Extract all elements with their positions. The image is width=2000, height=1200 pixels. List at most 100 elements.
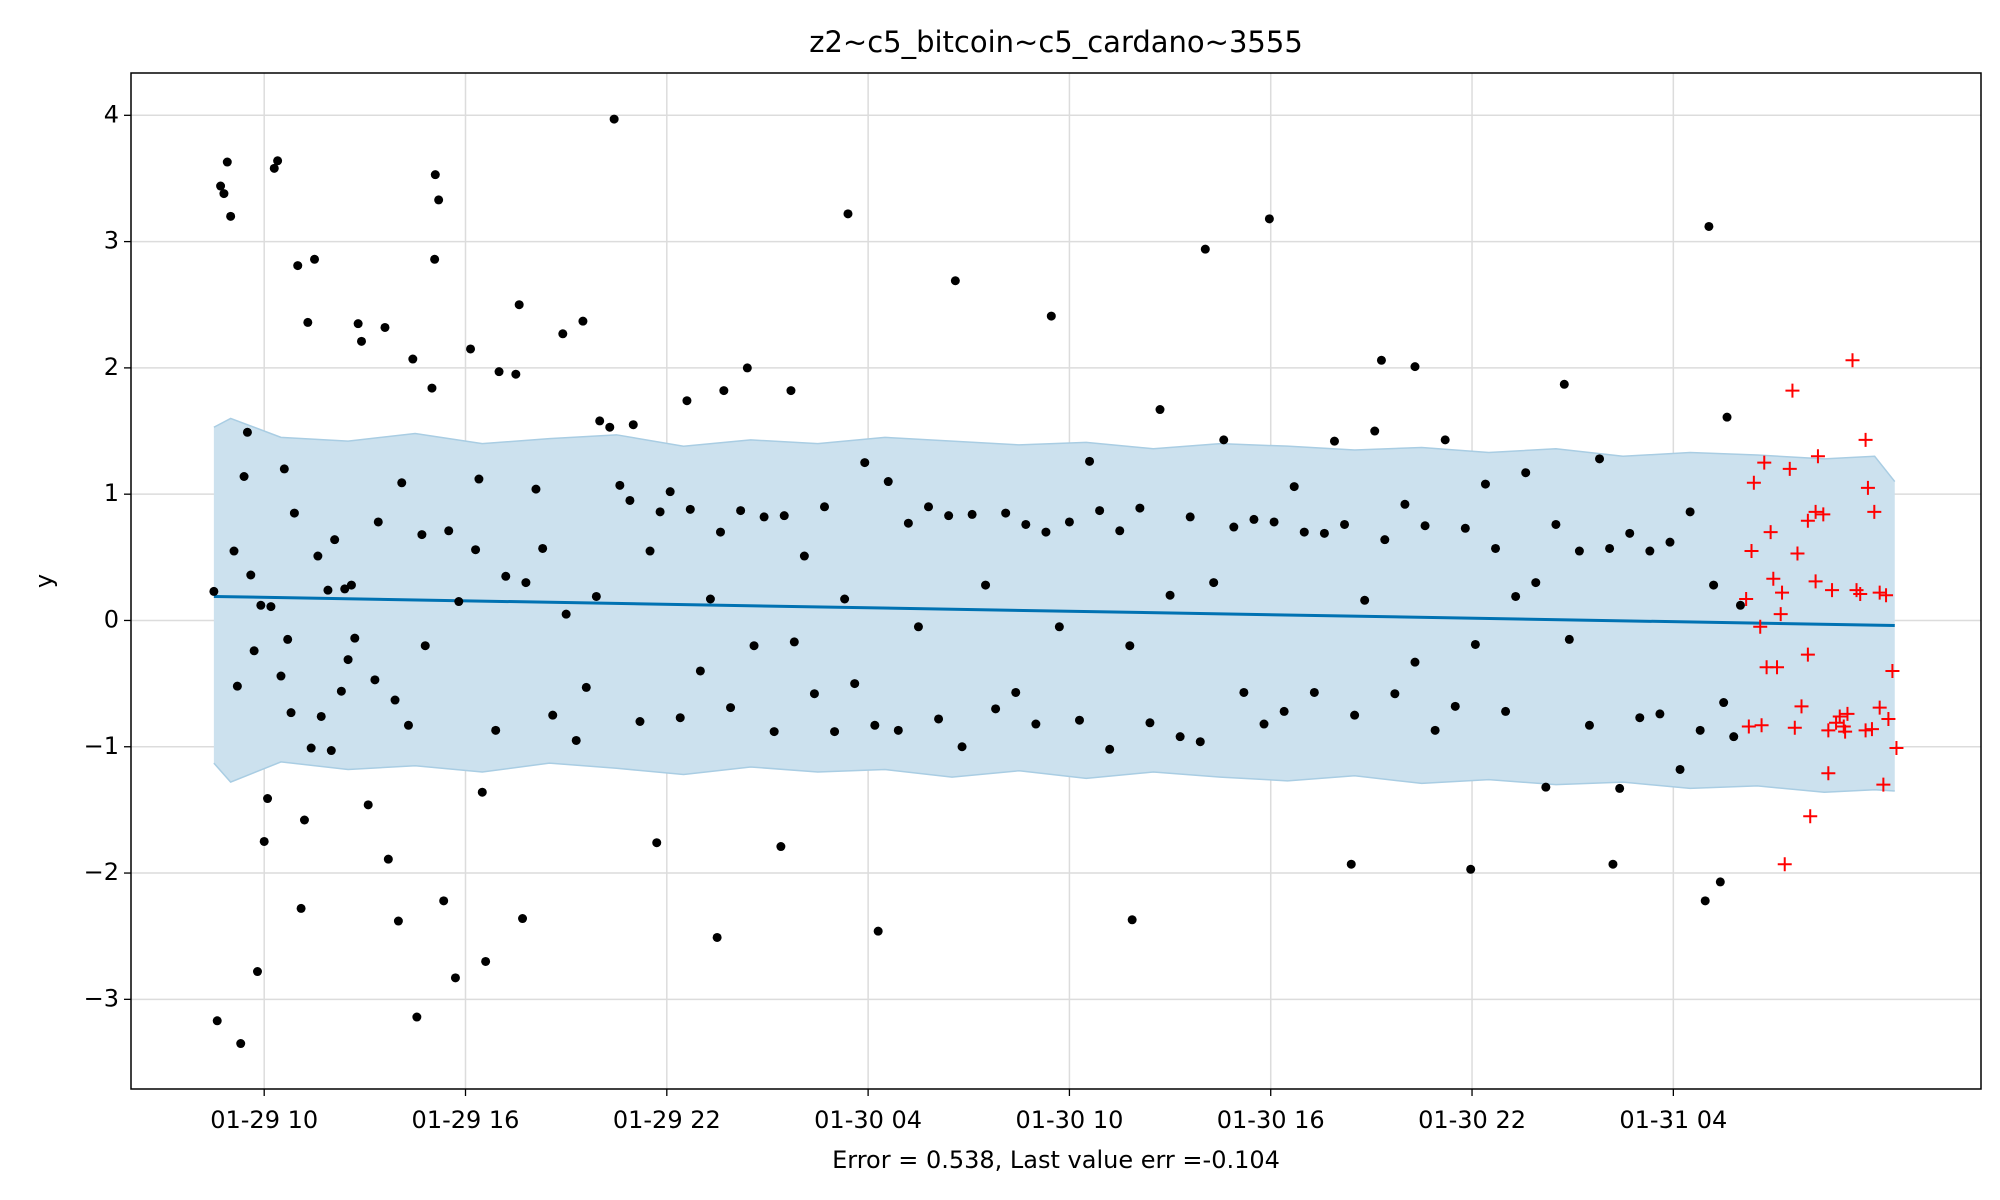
data-point: [991, 704, 1001, 714]
data-point: [1299, 527, 1309, 537]
forecast-point: [1845, 353, 1860, 368]
data-point: [434, 195, 444, 205]
data-point: [219, 189, 229, 199]
data-point: [749, 641, 759, 651]
data-point: [571, 735, 581, 745]
data-point: [256, 600, 266, 610]
data-point: [471, 545, 481, 555]
data-point: [809, 689, 819, 699]
data-point: [1551, 519, 1561, 529]
data-point: [913, 622, 923, 632]
data-point: [1709, 580, 1719, 590]
data-point: [967, 509, 977, 519]
data-point: [303, 317, 313, 327]
data-point: [1390, 689, 1400, 699]
data-point: [1376, 355, 1386, 365]
data-point: [1685, 507, 1695, 517]
data-point: [789, 637, 799, 647]
data-point: [1440, 435, 1450, 445]
data-point: [1095, 506, 1105, 516]
data-point: [276, 671, 286, 681]
forecast-point: [1808, 574, 1823, 589]
data-point: [736, 506, 746, 516]
data-point: [259, 836, 269, 846]
data-point: [1491, 543, 1501, 553]
data-point: [1127, 915, 1137, 925]
data-point: [1125, 641, 1135, 651]
data-point: [786, 386, 796, 396]
data-point: [779, 511, 789, 521]
data-point: [548, 710, 558, 720]
data-point: [242, 427, 252, 437]
data-point: [212, 1016, 222, 1026]
data-point: [1700, 896, 1710, 906]
data-point: [263, 794, 273, 804]
x-tick-label: 01-30 16: [1217, 1106, 1325, 1134]
data-point: [1466, 864, 1476, 874]
data-point: [1410, 362, 1420, 372]
data-point: [850, 679, 860, 689]
forecast-point: [1787, 720, 1802, 735]
data-point: [578, 316, 588, 326]
data-point: [561, 609, 571, 619]
forecast-point: [1766, 571, 1781, 586]
data-point: [430, 254, 440, 264]
x-tick-label: 01-30 10: [1015, 1106, 1123, 1134]
forecast-point: [1775, 585, 1790, 600]
data-point: [645, 546, 655, 556]
data-point: [957, 742, 967, 752]
data-point: [1735, 600, 1745, 610]
data-point: [1420, 521, 1430, 531]
data-point: [450, 973, 460, 983]
data-point: [306, 743, 316, 753]
data-point: [1400, 499, 1410, 509]
forecast-point: [1858, 723, 1873, 738]
data-point: [1608, 859, 1618, 869]
data-point: [981, 580, 991, 590]
data-point: [581, 682, 591, 692]
data-point: [1511, 591, 1521, 601]
data-point: [830, 727, 840, 737]
data-point: [1264, 214, 1274, 224]
forecast-point: [1821, 723, 1836, 738]
data-point: [870, 720, 880, 730]
forecast-point: [1746, 475, 1761, 490]
forecast-point: [1794, 699, 1809, 714]
data-point: [390, 695, 400, 705]
data-point: [591, 591, 601, 601]
data-point: [719, 386, 729, 396]
data-point: [705, 594, 715, 604]
data-point: [246, 570, 256, 580]
data-point: [1340, 519, 1350, 529]
data-point: [501, 571, 511, 581]
data-point: [531, 484, 541, 494]
data-point: [1460, 523, 1470, 533]
data-point: [403, 720, 413, 730]
data-point: [934, 714, 944, 724]
data-point: [742, 363, 752, 373]
data-point: [1309, 687, 1319, 697]
forecast-point: [1885, 663, 1900, 678]
forecast-point: [1810, 449, 1825, 464]
data-point: [336, 686, 346, 696]
data-point: [675, 713, 685, 723]
data-point: [924, 502, 934, 512]
data-point: [1011, 687, 1021, 697]
data-point: [873, 926, 883, 936]
data-point: [1001, 508, 1011, 518]
band-upper: [213, 417, 1896, 483]
forecast-point: [1800, 513, 1815, 528]
forecast-point: [1739, 591, 1754, 606]
data-point: [1645, 546, 1655, 556]
data-point: [326, 746, 336, 756]
data-point: [1064, 517, 1074, 527]
data-point: [1195, 737, 1205, 747]
y-tick-label: −2: [84, 858, 119, 886]
data-point: [269, 163, 279, 173]
data-point: [343, 655, 353, 665]
data-point: [769, 727, 779, 737]
data-point: [1185, 512, 1195, 522]
data-point: [1085, 456, 1095, 466]
data-point: [840, 594, 850, 604]
data-point: [950, 276, 960, 286]
